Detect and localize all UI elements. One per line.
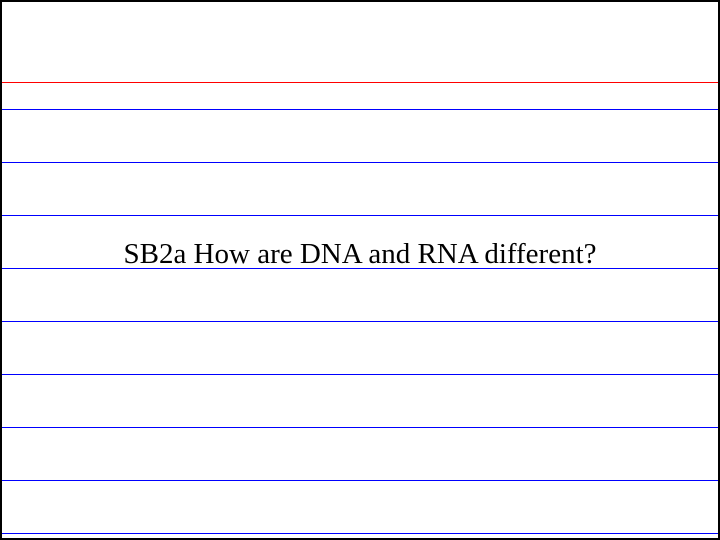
ruled-line xyxy=(2,162,718,163)
ruled-line xyxy=(2,533,718,534)
ruled-line xyxy=(2,321,718,322)
margin-line xyxy=(2,82,718,83)
question-text: SB2a How are DNA and RNA different? xyxy=(2,238,718,271)
ruled-line xyxy=(2,427,718,428)
ruled-line xyxy=(2,374,718,375)
ruled-line xyxy=(2,109,718,110)
index-card: SB2a How are DNA and RNA different? xyxy=(0,0,720,540)
ruled-line xyxy=(2,215,718,216)
ruled-line xyxy=(2,480,718,481)
